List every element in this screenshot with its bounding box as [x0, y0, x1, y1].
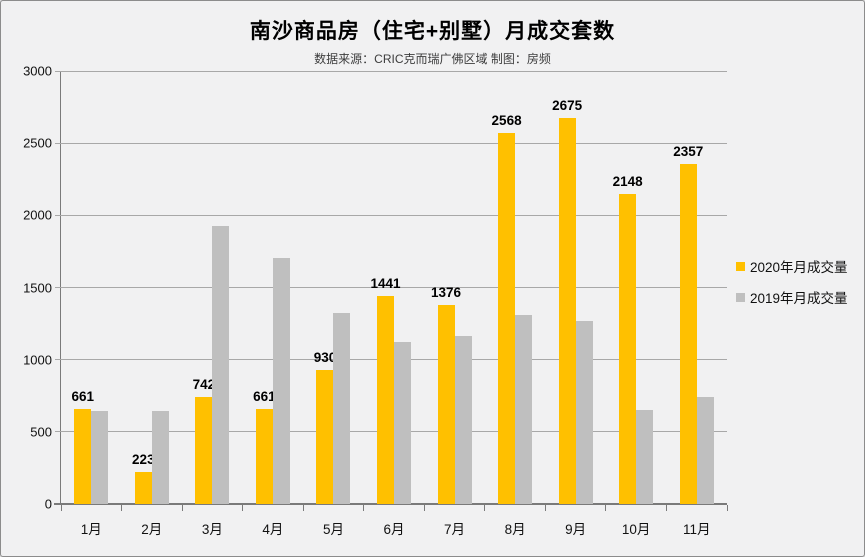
x-axis-label-1月: 1月 — [80, 522, 102, 537]
legend-item-2019: 2019年月成交量 — [736, 287, 848, 307]
x-axis-label-10月: 10月 — [621, 522, 651, 537]
bar-2020年月成交量-8月 — [498, 133, 516, 504]
bar-2020年月成交量-6月 — [377, 296, 394, 504]
bar-2019年月成交量-7月 — [454, 336, 472, 504]
bar-value-label-11月: 2357 — [673, 144, 704, 159]
bar-2019年月成交量-3月 — [212, 226, 230, 504]
bar-2020年月成交量-1月 — [74, 409, 92, 504]
x-axis-tick — [665, 505, 667, 511]
y-axis-tick-label: 2500 — [23, 135, 52, 151]
bar-value-label-2月: 223 — [132, 452, 155, 467]
legend-item-2020: 2020年月成交量 — [736, 256, 848, 276]
bar-value-label-5月: 930 — [313, 350, 337, 365]
gridline-2500 — [55, 142, 727, 144]
bar-value-label-10月: 2148 — [612, 174, 643, 189]
y-axis-tick-label: 500 — [30, 424, 52, 440]
y-axis-tick-label: 3000 — [23, 63, 52, 79]
bar-2019年月成交量-6月 — [394, 342, 411, 504]
x-axis-label-6月: 6月 — [383, 522, 405, 537]
bar-value-label-1月: 661 — [71, 389, 95, 404]
legend-swatch-2020 — [736, 261, 745, 271]
x-axis-tick — [605, 505, 607, 511]
bar-2019年月成交量-9月 — [575, 321, 593, 504]
x-axis-tick — [484, 505, 486, 511]
x-axis-line — [54, 503, 727, 505]
legend-swatch-2019 — [736, 292, 745, 302]
bar-value-label-6月: 1441 — [370, 276, 401, 291]
bar-2019年月成交量-4月 — [272, 258, 290, 504]
x-axis-label-9月: 9月 — [565, 522, 587, 537]
x-axis-tick — [363, 505, 365, 511]
x-axis-tick — [423, 505, 425, 511]
x-axis-label-4月: 4月 — [262, 522, 284, 537]
bar-2019年月成交量-10月 — [636, 410, 654, 504]
bar-2020年月成交量-3月 — [195, 397, 213, 504]
legend-label-2020: 2020年月成交量 — [750, 260, 848, 275]
y-axis-tick-label: 1000 — [23, 352, 52, 368]
bar-value-label-7月: 1376 — [431, 285, 462, 300]
bar-2019年月成交量-5月 — [333, 313, 351, 504]
bar-value-label-9月: 2675 — [552, 98, 583, 113]
y-axis-tick-label: 0 — [44, 496, 52, 512]
bar-2019年月成交量-11月 — [696, 397, 714, 504]
bar-value-label-3月: 742 — [192, 377, 216, 392]
x-axis-tick — [60, 505, 62, 511]
x-axis-tick — [181, 505, 183, 511]
bar-2020年月成交量-2月 — [134, 472, 152, 504]
bar-2019年月成交量-2月 — [151, 411, 169, 504]
y-axis-tick-label: 2000 — [23, 207, 52, 223]
legend: 2020年月成交量 2019年月成交量 — [736, 256, 848, 307]
x-axis-label-3月: 3月 — [201, 522, 223, 537]
chart-title: 南沙商品房（住宅+别墅）月成交套数 — [249, 20, 616, 43]
bar-value-label-8月: 2568 — [491, 113, 522, 128]
x-axis-label-8月: 8月 — [504, 522, 526, 537]
x-axis-label-5月: 5月 — [322, 522, 344, 537]
bar-2020年月成交量-10月 — [619, 194, 637, 504]
chart-subtitle: 数据来源：CRIC克而瑞广佛区域 制图：房频 — [314, 52, 551, 66]
legend-label-2019: 2019年月成交量 — [750, 291, 848, 306]
bar-2020年月成交量-9月 — [558, 118, 576, 504]
bar-2020年月成交量-4月 — [255, 409, 273, 504]
gridline-1500 — [55, 287, 727, 288]
x-axis-tick — [121, 505, 123, 511]
x-axis-tick — [544, 505, 546, 511]
bar-2019年月成交量-8月 — [515, 315, 533, 504]
bar-2020年月成交量-7月 — [437, 305, 455, 504]
bar-2020年月成交量-5月 — [316, 370, 334, 504]
x-axis-label-2月: 2月 — [141, 522, 163, 537]
bar-2020年月成交量-11月 — [679, 164, 697, 504]
x-axis-label-7月: 7月 — [444, 522, 466, 537]
y-axis-tick-label: 1500 — [23, 280, 52, 295]
x-axis-tick — [726, 505, 728, 511]
gridline-3000 — [55, 70, 727, 72]
x-axis-label-11月: 11月 — [682, 522, 711, 537]
plot-area: 0 500 1000 1500 2000 2500 3000 661 1月 223 2月 742 3月 6… — [23, 64, 728, 537]
gridline-2000 — [55, 214, 727, 216]
x-axis-tick — [242, 505, 244, 511]
bar-2019年月成交量-1月 — [91, 411, 109, 504]
x-axis-tick — [302, 505, 304, 511]
bar-value-label-4月: 661 — [253, 389, 276, 404]
